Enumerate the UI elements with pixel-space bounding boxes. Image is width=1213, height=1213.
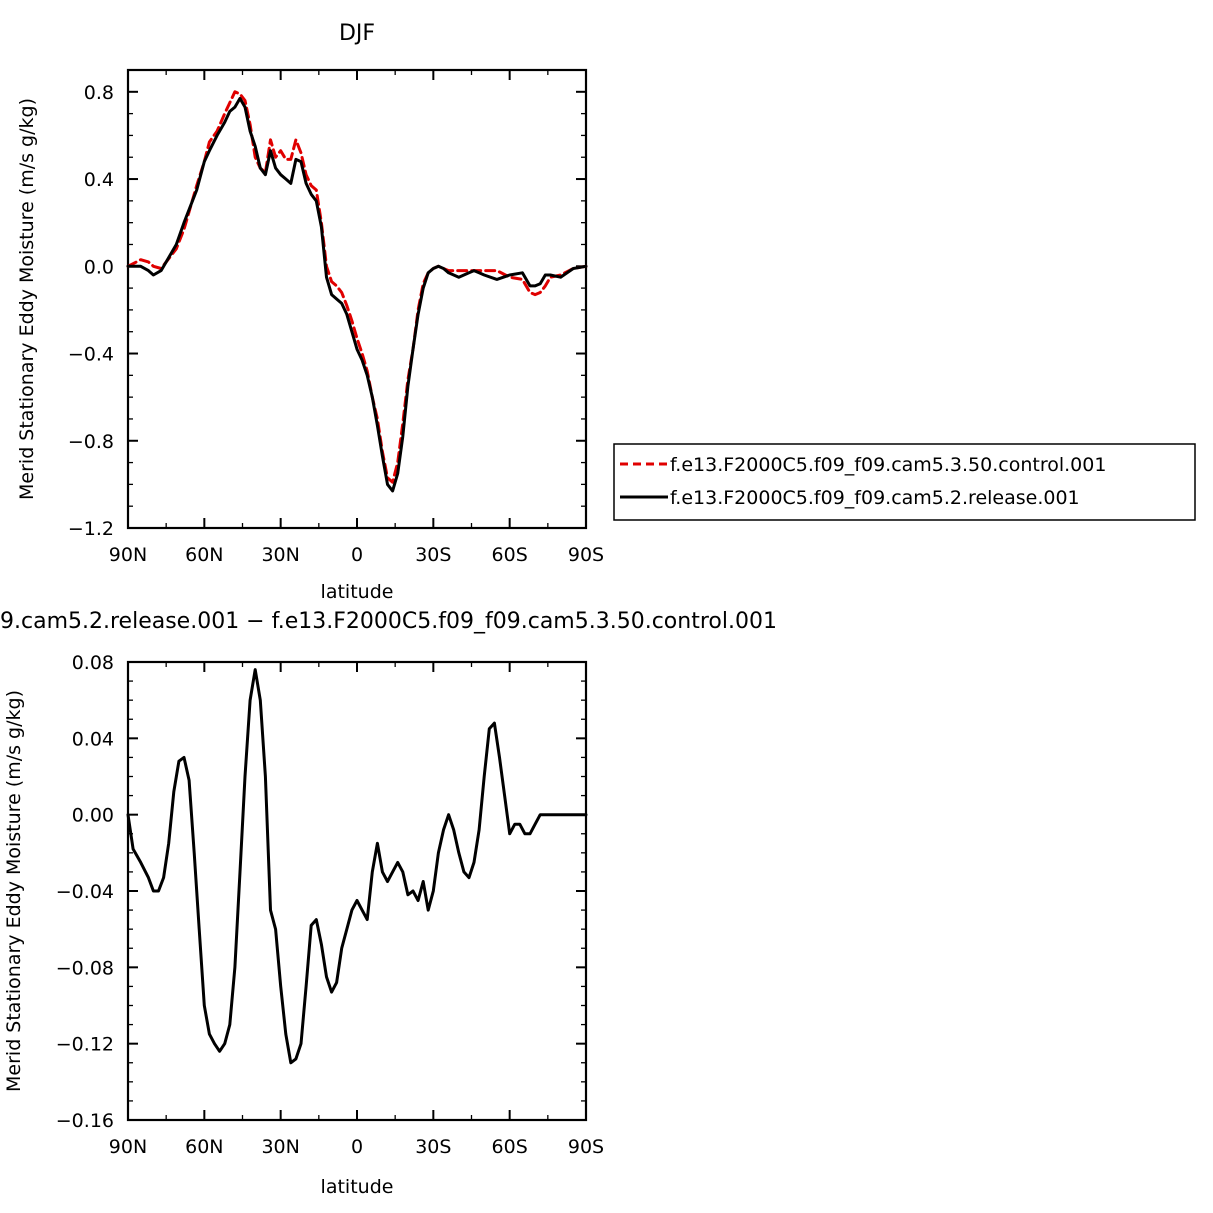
bottom-xtick-label: 90S xyxy=(568,1136,604,1158)
bottom-ytick-label: −0.12 xyxy=(56,1034,114,1056)
bottom-xtick-label: 60N xyxy=(185,1136,223,1158)
legend-label-control: f.e13.F2000C5.f09_f09.cam5.3.50.control.… xyxy=(670,454,1106,476)
top-ytick-label: 0.8 xyxy=(84,82,114,104)
top-ytick-label: 0.0 xyxy=(84,256,114,278)
bottom-xtick-label: 60S xyxy=(492,1136,528,1158)
bottom-ytick-label: −0.16 xyxy=(56,1110,114,1132)
top-xtick-label: 30S xyxy=(415,544,451,566)
top-series-line-0 xyxy=(126,90,588,484)
bottom-xtick-label: 30N xyxy=(261,1136,299,1158)
bottom-ytick-label: −0.04 xyxy=(56,881,114,903)
top-series-line-1 xyxy=(126,96,588,493)
bottom-ylabel: Merid Stationary Eddy Moisture (m/s g/kg… xyxy=(3,690,25,1092)
legend-box xyxy=(613,443,1196,521)
bottom-xtick-label: 30S xyxy=(415,1136,451,1158)
bottom-series-line-0 xyxy=(126,668,588,1065)
top-xtick-label: 60S xyxy=(492,544,528,566)
top-panel: DJF 90N 60N 30N 0 30S 60S 90S 0.8 0.4 0.0 −0.4 −0.8… xyxy=(16,21,604,603)
top-xtick-label: 90N xyxy=(109,544,147,566)
top-xlabel: latitude xyxy=(321,581,394,603)
bottom-xtick-label: 0 xyxy=(351,1136,363,1158)
top-plot-frame xyxy=(126,68,588,530)
top-xtick-label: 30N xyxy=(261,544,299,566)
bottom-ytick-label: 0.00 xyxy=(72,805,114,827)
top-ytick-label: 0.4 xyxy=(84,169,114,191)
top-ytick-label: −0.4 xyxy=(68,344,114,366)
bottom-ytick-label: −0.08 xyxy=(56,957,114,979)
top-ytick-label: −1.2 xyxy=(68,518,114,540)
bottom-title: 9.cam5.2.release.001 − f.e13.F2000C5.f09… xyxy=(0,609,777,634)
top-ylabel: Merid Stationary Eddy Moisture (m/s g/kg… xyxy=(16,98,38,500)
legend-label-release: f.e13.F2000C5.f09_f09.cam5.2.release.001 xyxy=(670,487,1080,509)
bottom-xtick-label: 90N xyxy=(109,1136,147,1158)
bottom-ytick-label: 0.04 xyxy=(72,728,114,750)
top-xtick-label: 90S xyxy=(568,544,604,566)
bottom-ytick-label: 0.08 xyxy=(72,652,114,674)
top-title: DJF xyxy=(339,21,375,46)
top-xtick-label: 60N xyxy=(185,544,223,566)
bottom-panel: 9.cam5.2.release.001 − f.e13.F2000C5.f09… xyxy=(0,609,777,1198)
legend: f.e13.F2000C5.f09_f09.cam5.3.50.control.… xyxy=(613,443,1196,521)
bottom-xlabel: latitude xyxy=(321,1176,394,1198)
top-xtick-label: 0 xyxy=(351,544,363,566)
top-ytick-label: −0.8 xyxy=(68,431,114,453)
